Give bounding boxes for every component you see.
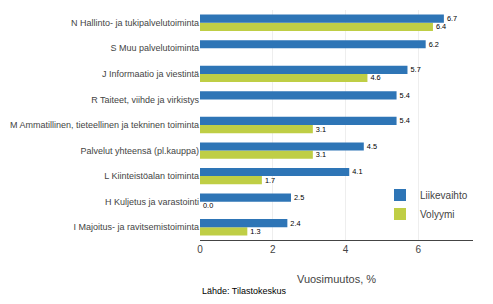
svg-text:6.7: 6.7 <box>447 14 457 23</box>
svg-text:6.2: 6.2 <box>429 40 439 49</box>
svg-text:Vuosimuutos, %: Vuosimuutos, % <box>297 273 376 285</box>
svg-text:5.7: 5.7 <box>410 65 420 74</box>
svg-text:5.4: 5.4 <box>400 116 410 125</box>
svg-text:L Kiinteistöalan toiminta: L Kiinteistöalan toiminta <box>104 171 199 181</box>
svg-text:6: 6 <box>416 244 422 255</box>
svg-text:S Muu palvelutoiminta: S Muu palvelutoiminta <box>110 43 199 53</box>
svg-text:Liikevaihto: Liikevaihto <box>420 190 468 201</box>
svg-text:I Majoitus- ja ravitsemistoimi: I Majoitus- ja ravitsemistoiminta <box>73 222 199 232</box>
svg-text:2.4: 2.4 <box>290 219 300 228</box>
svg-text:2.5: 2.5 <box>294 193 304 202</box>
svg-text:6.4: 6.4 <box>436 22 446 31</box>
svg-text:0.0: 0.0 <box>203 201 213 210</box>
svg-text:1.7: 1.7 <box>265 176 275 185</box>
svg-text:J Informaatio ja viestintä: J Informaatio ja viestintä <box>102 69 199 79</box>
svg-text:R Taiteet, viihde ja virkistys: R Taiteet, viihde ja virkistys <box>91 95 199 105</box>
svg-text:4: 4 <box>343 244 349 255</box>
svg-text:3.1: 3.1 <box>316 150 326 159</box>
svg-text:Volyymi: Volyymi <box>420 209 454 220</box>
svg-text:H Kuljetus ja varastointi: H Kuljetus ja varastointi <box>105 197 199 207</box>
svg-text:N Hallinto- ja tukipalvelutoim: N Hallinto- ja tukipalvelutoiminta <box>71 18 199 28</box>
svg-text:Palvelut yhteensä (pl.kauppa): Palvelut yhteensä (pl.kauppa) <box>80 146 199 156</box>
svg-text:M Ammatillinen, tieteellinen j: M Ammatillinen, tieteellinen ja tekninen… <box>10 120 199 130</box>
svg-text:2: 2 <box>270 244 276 255</box>
svg-text:4.1: 4.1 <box>352 167 362 176</box>
svg-text:5.4: 5.4 <box>400 91 410 100</box>
svg-text:3.1: 3.1 <box>316 125 326 134</box>
svg-text:Lähde: Tilastokeskus: Lähde: Tilastokeskus <box>202 286 287 296</box>
svg-text:4.6: 4.6 <box>370 73 380 82</box>
svg-text:0: 0 <box>197 244 203 255</box>
svg-text:1.3: 1.3 <box>250 227 260 236</box>
svg-text:4.5: 4.5 <box>367 142 377 151</box>
